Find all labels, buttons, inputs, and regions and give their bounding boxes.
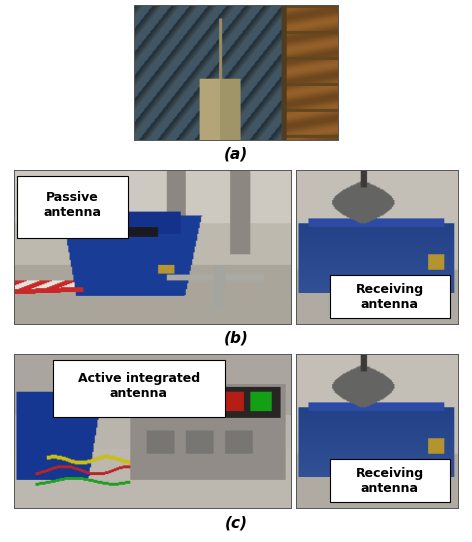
- FancyBboxPatch shape: [330, 459, 450, 502]
- Text: Passive
antenna: Passive antenna: [43, 191, 101, 220]
- Text: Active integrated
antenna: Active integrated antenna: [78, 372, 200, 401]
- Text: Receiving
antenna: Receiving antenna: [356, 467, 424, 495]
- FancyBboxPatch shape: [330, 275, 450, 318]
- FancyBboxPatch shape: [17, 176, 128, 238]
- Text: (a): (a): [224, 147, 248, 162]
- FancyBboxPatch shape: [53, 360, 225, 417]
- Text: Receiving
antenna: Receiving antenna: [356, 282, 424, 311]
- Text: (b): (b): [224, 331, 248, 346]
- Text: (c): (c): [225, 515, 247, 530]
